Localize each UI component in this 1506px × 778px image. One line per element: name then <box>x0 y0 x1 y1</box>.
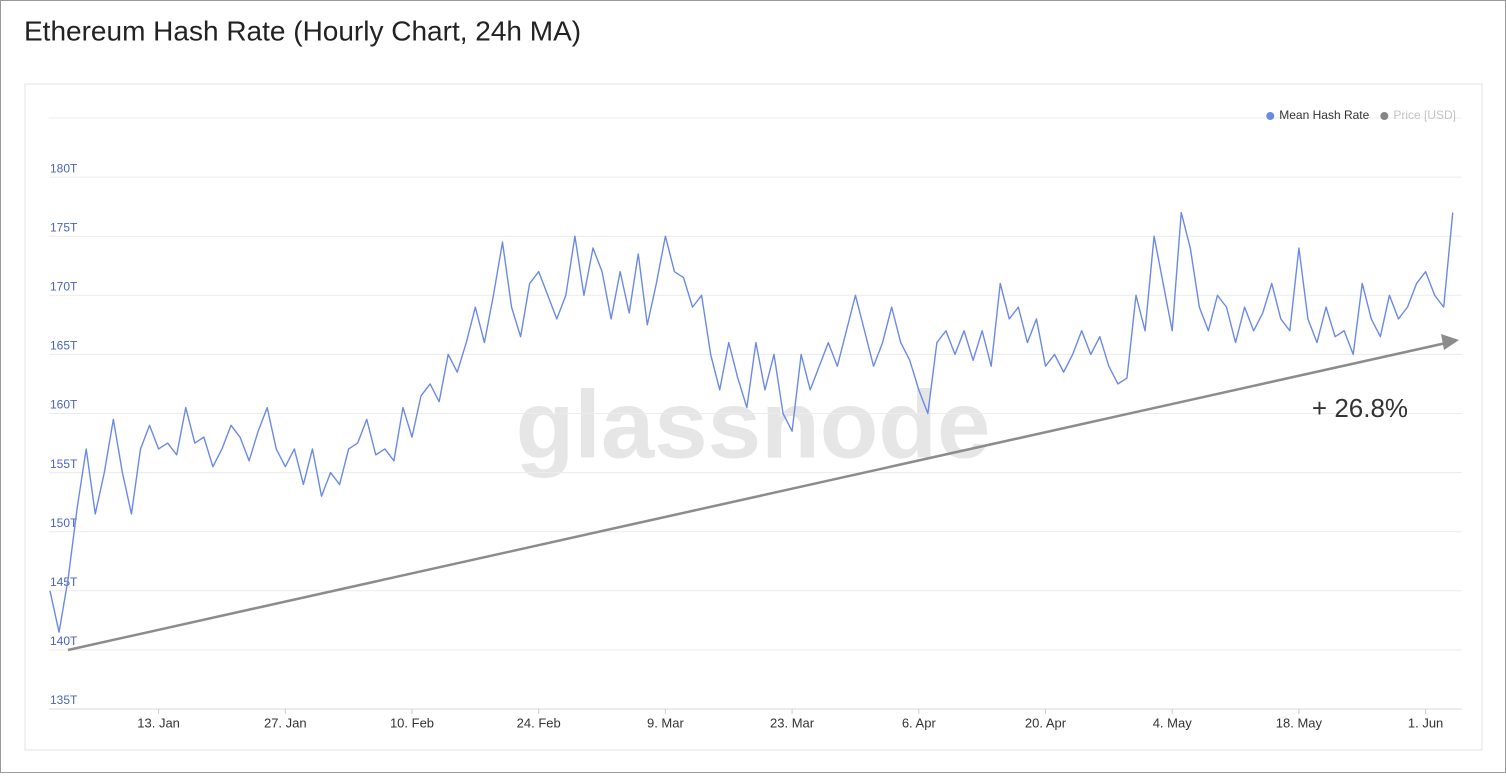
y-tick-label: 150T <box>50 516 78 530</box>
x-tick-label: 9. Mar <box>647 715 685 730</box>
watermark: glassnode <box>516 371 991 478</box>
y-tick-label: 135T <box>50 693 78 707</box>
x-tick-label: 20. Apr <box>1025 715 1067 730</box>
y-tick-label: 140T <box>50 634 78 648</box>
y-tick-label: 170T <box>50 279 78 293</box>
chart-title: Ethereum Hash Rate (Hourly Chart, 24h MA… <box>24 15 581 46</box>
chart-panel <box>24 83 1483 751</box>
x-tick-label: 24. Feb <box>517 715 561 730</box>
x-tick-label: 1. Jun <box>1408 715 1443 730</box>
legend-marker <box>1266 112 1275 120</box>
y-tick-label: 155T <box>50 457 78 471</box>
plot-area: 135T 140T 145T 150T 155T 160T 165T 170T 175T 180T… <box>49 108 1462 730</box>
x-tick-label: 23. Mar <box>770 715 815 730</box>
x-tick-label: 6. Apr <box>902 715 937 730</box>
series-line <box>49 211 1454 633</box>
annotation: + 26.8% <box>1312 393 1408 423</box>
legend-marker <box>1380 112 1389 120</box>
legend-label: Price [USD] <box>1393 108 1456 122</box>
trend-arrow <box>67 341 1447 652</box>
x-tick-label: 27. Jan <box>264 715 307 730</box>
x-tick-label: 18. May <box>1276 715 1323 730</box>
y-tick-label: 160T <box>50 398 78 412</box>
y-tick-label: 165T <box>50 339 78 353</box>
x-tick-label: 4. May <box>1153 715 1193 730</box>
y-tick-label: 145T <box>50 575 78 589</box>
y-tick-label: 175T <box>50 220 78 234</box>
arrow-head <box>1441 334 1459 350</box>
legend-label: Mean Hash Rate <box>1279 108 1369 122</box>
x-tick-label: 10. Feb <box>390 715 434 730</box>
y-tick-label: 180T <box>50 161 78 175</box>
x-tick-label: 13. Jan <box>137 715 180 730</box>
